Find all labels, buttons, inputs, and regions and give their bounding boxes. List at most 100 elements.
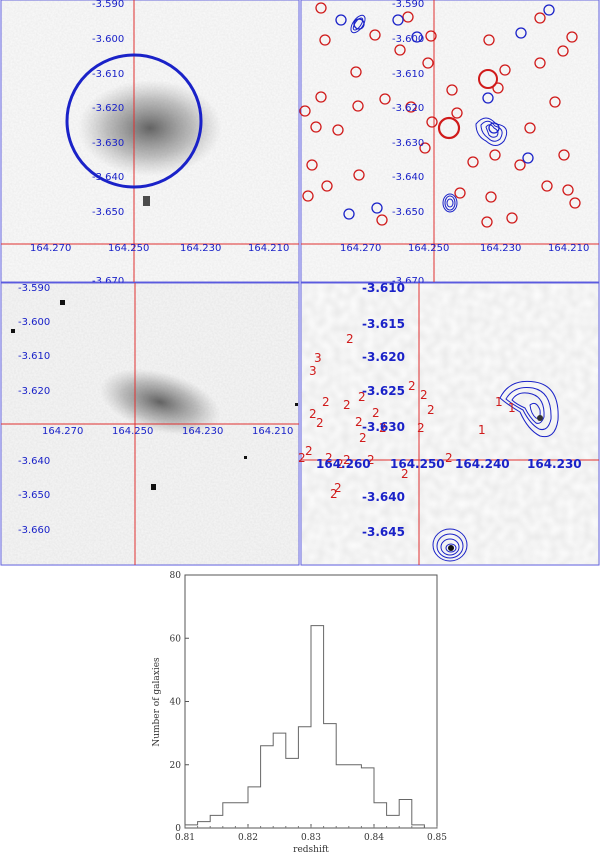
dec-tick: -3.620 (18, 386, 50, 397)
dec-tick: -3.600 (18, 317, 50, 328)
dec-tick: -3.625 (362, 384, 405, 398)
ra-tick: 164.250 (390, 457, 445, 471)
xray-contours-top (350, 14, 508, 213)
histogram-axes: 0.81 0.82 0.83 0.84 0.85 0 20 40 60 80 (170, 571, 448, 843)
redshift-mark: 2 (316, 416, 324, 430)
dec-tick: -3.600 (392, 34, 424, 45)
redshift-mark: 2 (427, 403, 435, 417)
dec-tick: -3.610 (92, 69, 124, 80)
ra-tick: 164.210 (252, 426, 293, 437)
ra-tick: 164.230 (480, 243, 521, 254)
redshift-mark: 2 (334, 481, 342, 495)
histogram-bar (324, 724, 337, 828)
redshift-mark: 2 (355, 415, 363, 429)
ra-tick: 164.230 (182, 426, 223, 437)
histogram-bar (387, 815, 400, 828)
y-tick-label: 60 (170, 634, 182, 644)
ra-tick-labels: 164.270 164.250 164.230 164.210 (340, 243, 589, 254)
histogram-bar (361, 768, 374, 828)
dec-tick: -3.630 (362, 420, 405, 434)
dec-tick: -3.630 (92, 138, 124, 149)
dec-tick: -3.650 (92, 207, 124, 218)
ra-tick: 164.270 (42, 426, 83, 437)
ra-tick: 164.250 (108, 243, 149, 254)
redshift-mark: 2 (343, 453, 351, 467)
ra-tick-labels: 164.270 164.250 164.230 164.210 (42, 426, 293, 437)
ra-tick: 164.240 (455, 457, 510, 471)
redshift-mark: 2 (309, 407, 317, 421)
y-tick-label: 0 (175, 824, 181, 834)
cluster-aperture-circle (65, 53, 203, 189)
ra-tick: 164.270 (30, 243, 71, 254)
dec-tick-labels: -3.590 -3.600 -3.610 -3.620 -3.630 -3.64… (92, 0, 124, 287)
dec-tick: -3.630 (392, 138, 424, 149)
y-tick-label: 40 (170, 698, 182, 708)
x-tick-label: 0.84 (364, 833, 384, 843)
dec-tick: -3.645 (362, 525, 405, 539)
dec-tick: -3.620 (362, 350, 405, 364)
redshift-mark: 2 (346, 332, 354, 346)
dec-tick: -3.615 (362, 317, 405, 331)
histogram-bar (399, 800, 412, 828)
x-tick-label: 0.81 (175, 833, 195, 843)
x-axis-label: redshift (293, 845, 329, 854)
redshift-mark: 2 (322, 395, 330, 409)
redshift-mark: 3 (309, 364, 317, 378)
dec-tick-labels: -3.610 -3.615 -3.620 -3.625 -3.630 -3.64… (362, 281, 405, 539)
dec-tick: -3.640 (18, 456, 50, 467)
x-tick-label: 0.82 (238, 833, 258, 843)
x-tick-label: 0.83 (301, 833, 321, 843)
dec-tick: -3.640 (362, 490, 405, 504)
ra-tick: 164.230 (180, 243, 221, 254)
redshift-mark: 2 (401, 467, 409, 481)
histogram-bar (298, 727, 311, 828)
ra-tick: 164.210 (248, 243, 289, 254)
redshift-mark: 2 (325, 451, 333, 465)
panel-top-right: -3.590 -3.600 -3.610 -3.620 -3.630 -3.64… (299, 0, 600, 287)
redshift-mark: 2 (372, 406, 380, 420)
galaxy-markers-blue (335, 4, 555, 220)
ra-tick-labels: 164.260 164.250 164.240 164.230 (316, 457, 582, 471)
ra-tick-labels: 164.270 164.250 164.230 164.210 (30, 243, 289, 254)
redshift-mark: 2 (343, 398, 351, 412)
x-tick-label: 0.85 (427, 833, 447, 843)
redshift-mark: 2 (445, 451, 453, 465)
histogram-bar (349, 765, 362, 828)
galaxy-markers-red (299, 2, 581, 228)
redshift-mark: 1 (478, 423, 486, 437)
histogram-bar (261, 746, 274, 828)
histogram-bar (374, 803, 387, 828)
redshift-mark: 1 (508, 401, 516, 415)
dec-tick: -3.650 (392, 207, 424, 218)
dec-tick: -3.610 (392, 69, 424, 80)
redshift-mark: 2 (367, 453, 375, 467)
redshift-mark: 2 (305, 444, 313, 458)
dec-tick: -3.640 (392, 172, 424, 183)
dec-tick: -3.660 (18, 525, 50, 536)
redshift-mark: 2 (420, 388, 428, 402)
dec-tick: -3.590 (92, 0, 124, 10)
histogram-bar (210, 815, 223, 828)
dec-tick: -3.590 (18, 283, 50, 294)
ra-tick: 164.260 (316, 457, 371, 471)
redshift-mark: 3 (314, 351, 322, 365)
dec-tick: -3.590 (392, 0, 424, 10)
dec-tick: -3.670 (92, 276, 124, 287)
ra-tick: 164.230 (527, 457, 582, 471)
histogram-bar (235, 803, 248, 828)
y-tick-label: 80 (170, 571, 182, 581)
panel-mid-right: 2 3 3 2 2 2 2 2 2 2 2 2 2 2 2 2 2 2 2 2 … (298, 281, 600, 566)
redshift-mark: 2 (298, 451, 306, 465)
dec-tick: -3.610 (18, 351, 50, 362)
histogram-bar (248, 787, 261, 828)
dec-tick: -3.600 (92, 34, 124, 45)
y-tick-label: 20 (170, 761, 182, 771)
histogram-step-line (184, 625, 437, 829)
histogram-bar (223, 803, 236, 828)
dec-tick: -3.620 (392, 103, 424, 114)
dec-tick: -3.620 (92, 103, 124, 114)
ra-tick: 164.250 (112, 426, 153, 437)
redshift-mark: 2 (408, 379, 416, 393)
panel-top-left: -3.590 -3.600 -3.610 -3.620 -3.630 -3.64… (0, 0, 300, 287)
